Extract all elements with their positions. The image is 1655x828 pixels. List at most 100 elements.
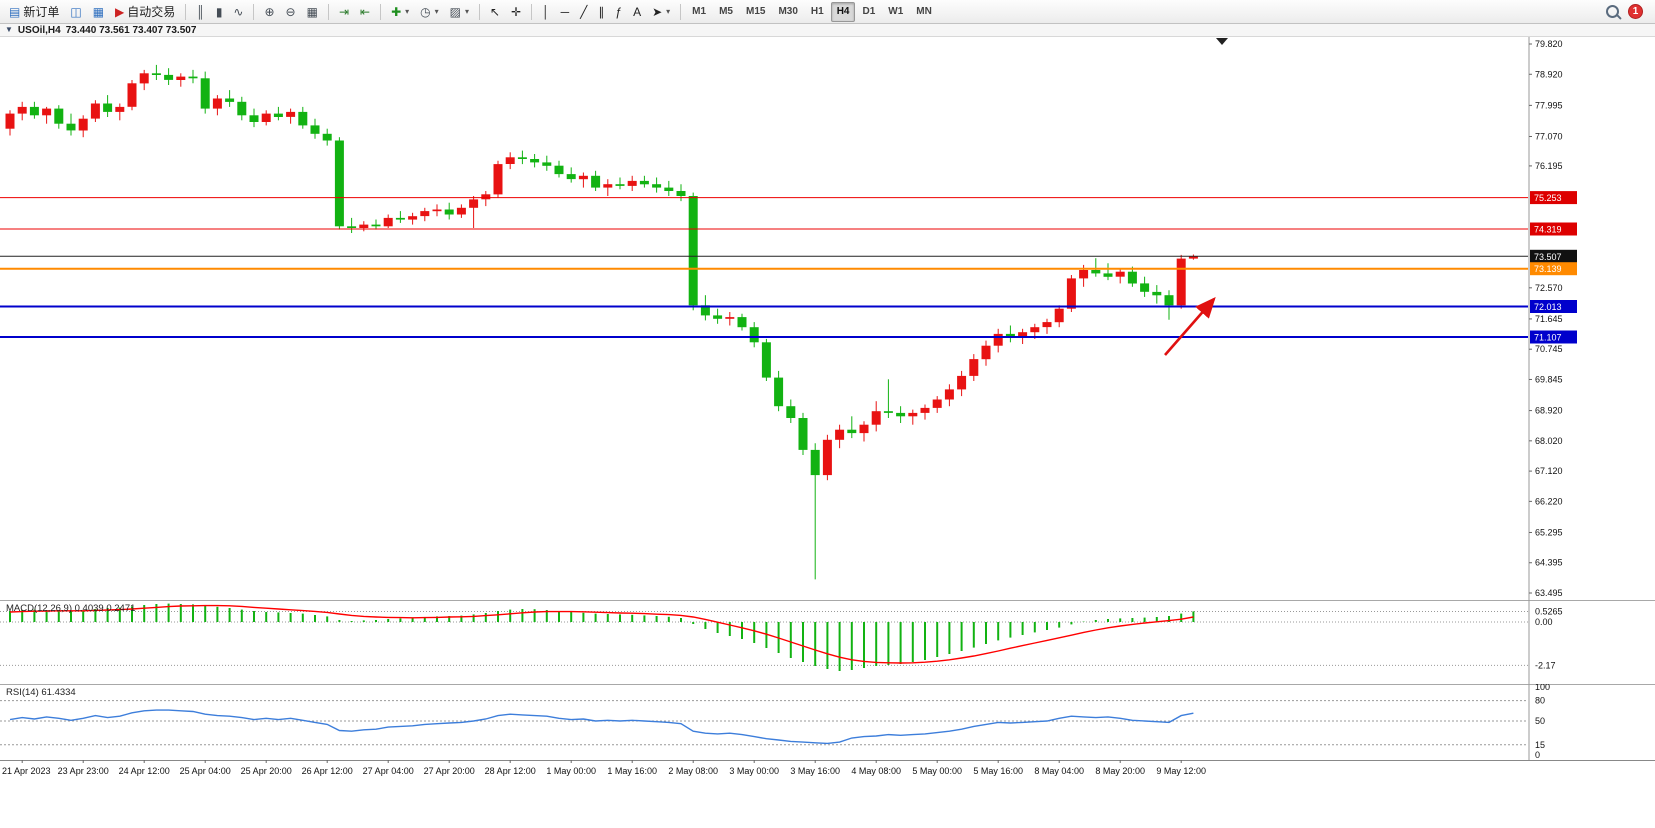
price-badge-value: 75.253 — [1534, 193, 1562, 203]
dropdown-arrow-icon[interactable]: ▾ — [405, 7, 410, 16]
candle — [822, 434, 832, 481]
chart-shift-button[interactable]: ⇤ — [355, 1, 375, 23]
candle — [395, 211, 405, 223]
auto-trading-button[interactable]: ▶ 自动交易 — [110, 1, 180, 23]
chart-window-icon: ◫ — [70, 4, 82, 19]
profiles-icon: ▦ — [92, 4, 105, 19]
one-click-trading-chevron-icon[interactable]: ▼ — [5, 25, 13, 34]
toolbar-separator — [185, 3, 187, 20]
crosshair-button[interactable]: ✛ — [506, 1, 526, 23]
chart-window-button[interactable]: ◫ — [65, 1, 86, 23]
line-chart-icon: ∿ — [233, 4, 244, 19]
toolbar-separator — [327, 3, 329, 20]
macd-axis-label: 0.00 — [1535, 617, 1553, 627]
chart-shift-icon: ⇤ — [360, 4, 371, 19]
candle — [90, 100, 100, 122]
text-button[interactable]: A — [628, 1, 646, 23]
candlestick-chart-button[interactable]: ▮ — [211, 1, 228, 23]
periods-button[interactable]: ◷ ▾ — [415, 1, 444, 23]
candle — [261, 110, 271, 126]
candle — [517, 150, 527, 165]
dropdown-arrow-icon[interactable]: ▾ — [434, 7, 439, 16]
trend-arrow[interactable] — [1164, 297, 1216, 356]
candle — [444, 202, 454, 220]
bar-chart-button[interactable]: ║ — [191, 1, 210, 23]
notification-badge[interactable]: 1 — [1628, 4, 1643, 19]
vertical-line-button[interactable]: │ — [537, 1, 555, 23]
crosshair-icon: ✛ — [511, 4, 522, 19]
candle — [225, 90, 235, 107]
dropdown-arrow-icon[interactable]: ▾ — [465, 7, 470, 16]
time-axis-label: 26 Apr 12:00 — [302, 766, 353, 776]
toolbar-separator — [253, 3, 255, 20]
toolbar-separator — [380, 3, 382, 20]
timeframe-button-m15[interactable]: M15 — [745, 6, 766, 17]
zoom-out-icon: ⊖ — [285, 4, 296, 19]
horizontal-line-icon: ─ — [560, 4, 570, 19]
timeframe-button-d1[interactable]: D1 — [862, 6, 876, 17]
timeframe-button-h1[interactable]: H1 — [810, 6, 824, 17]
candle — [993, 328, 1003, 353]
price-badge-value: 71.107 — [1534, 333, 1562, 343]
line-chart-button[interactable]: ∿ — [228, 1, 248, 23]
channel-button[interactable]: ∥ — [593, 1, 609, 23]
fibonacci-button[interactable]: ƒ — [610, 1, 627, 23]
candle — [1152, 285, 1162, 304]
timeframe-switcher: M1 M5 M15 M30 H1 H4 D1 W1 MN — [686, 1, 938, 22]
time-axis-label: 3 May 00:00 — [729, 766, 779, 776]
fibonacci-icon: ƒ — [615, 4, 623, 19]
cursor-button[interactable]: ↖ — [485, 1, 505, 23]
dropdown-arrow-icon[interactable]: ▾ — [666, 7, 671, 16]
timeframe-button-h4[interactable]: H4 — [830, 1, 856, 22]
main-price-chart[interactable]: 79.820 78.920 77.995 77.070 76.195 72.570 71.6… — [0, 37, 1655, 600]
trendline-button[interactable]: ╱ — [575, 1, 592, 23]
zoom-out-button[interactable]: ⊖ — [281, 1, 301, 23]
time-axis-label: 1 May 16:00 — [607, 766, 657, 776]
price-axis-label: 69.845 — [1535, 375, 1563, 385]
timeframe-button-m5[interactable]: M5 — [719, 6, 733, 17]
chart-shift-marker-icon[interactable] — [1216, 38, 1228, 45]
auto-scroll-button[interactable]: ⇥ — [334, 1, 354, 23]
timeframe-button-mn[interactable]: MN — [916, 6, 932, 17]
arrows-button[interactable]: ➤ ▾ — [647, 1, 675, 23]
chart-ohlc-label: 73.440 73.561 73.407 73.507 — [65, 24, 197, 36]
timeframe-button-w1[interactable]: W1 — [888, 6, 904, 17]
price-badge — [1530, 300, 1577, 313]
tile-windows-button[interactable]: ▦ — [302, 1, 323, 23]
templates-button[interactable]: ▨ ▾ — [445, 1, 474, 23]
toolbar-separator — [531, 3, 533, 20]
candle — [115, 103, 125, 121]
candle — [249, 108, 259, 128]
candle — [603, 179, 613, 196]
indicators-icon: ✚ — [391, 4, 402, 19]
time-axis-label: 25 Apr 20:00 — [241, 766, 292, 776]
timeframe-button-m1[interactable]: M1 — [692, 6, 707, 17]
macd-signal-line — [9, 604, 1194, 664]
time-axis-label: 5 May 16:00 — [973, 766, 1023, 776]
indicators-button[interactable]: ✚ ▾ — [386, 1, 414, 23]
rsi-indicator-pane[interactable]: 100 80 50 150 RSI(14) 61.4334 — [0, 684, 1655, 760]
price-badge-value: 73.139 — [1534, 264, 1562, 274]
macd-axis-label: -2.17 — [1535, 660, 1556, 670]
candle — [298, 106, 308, 129]
zoom-in-button[interactable]: ⊕ — [259, 1, 279, 23]
candle — [908, 409, 918, 425]
toolbar-right: 1 — [1606, 4, 1651, 19]
candle — [700, 295, 710, 321]
candle — [408, 212, 418, 225]
candle — [688, 192, 698, 311]
profiles-button[interactable]: ▦ — [88, 1, 109, 23]
candle — [1005, 325, 1015, 343]
rsi-axis-label: 80 — [1535, 696, 1545, 706]
search-icon[interactable] — [1606, 5, 1619, 18]
candle — [749, 322, 759, 348]
horizontal-line-button[interactable]: ─ — [556, 1, 575, 23]
new-order-button[interactable]: ▤ 新订单 — [4, 1, 64, 23]
candle — [639, 175, 649, 188]
price-axis-label: 68.020 — [1535, 436, 1563, 446]
toolbar-separator — [479, 3, 481, 20]
candle — [200, 71, 210, 114]
timeframe-button-m30[interactable]: M30 — [778, 6, 798, 17]
candle — [957, 370, 967, 397]
